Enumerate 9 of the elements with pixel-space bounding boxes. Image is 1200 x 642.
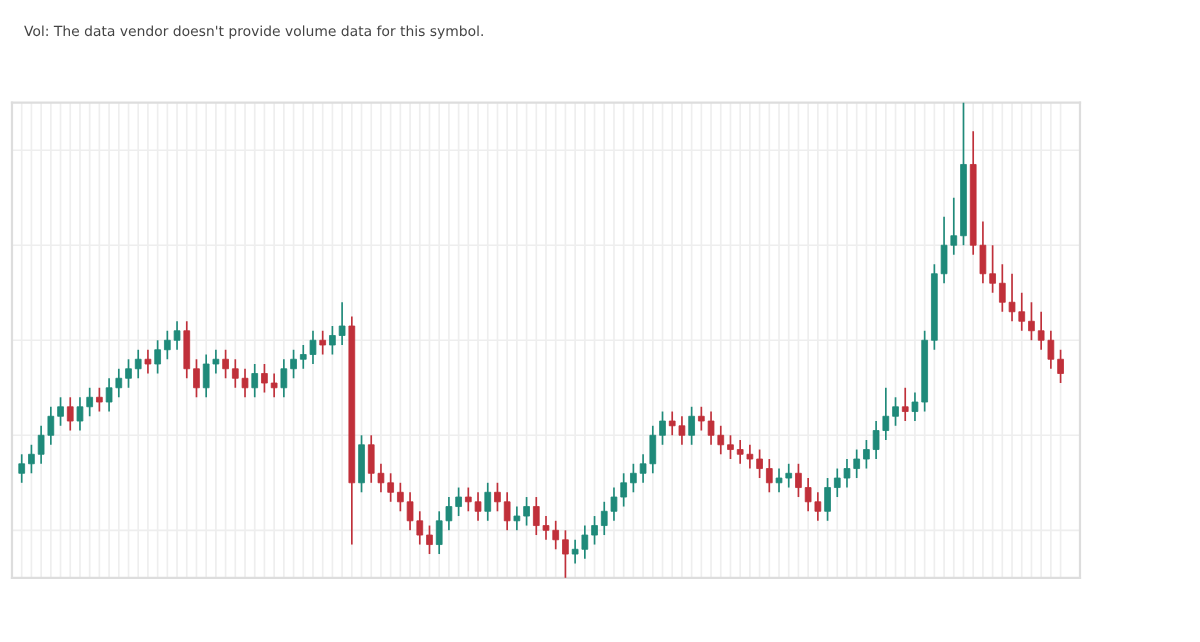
candlestick <box>66 396 74 432</box>
candlestick <box>484 481 492 522</box>
candlestick <box>96 386 103 413</box>
candlestick <box>358 434 365 494</box>
candlestick <box>319 329 327 356</box>
candlestick <box>144 348 152 375</box>
candlestick <box>688 405 695 446</box>
candlestick <box>901 386 909 422</box>
candlestick <box>251 363 259 399</box>
